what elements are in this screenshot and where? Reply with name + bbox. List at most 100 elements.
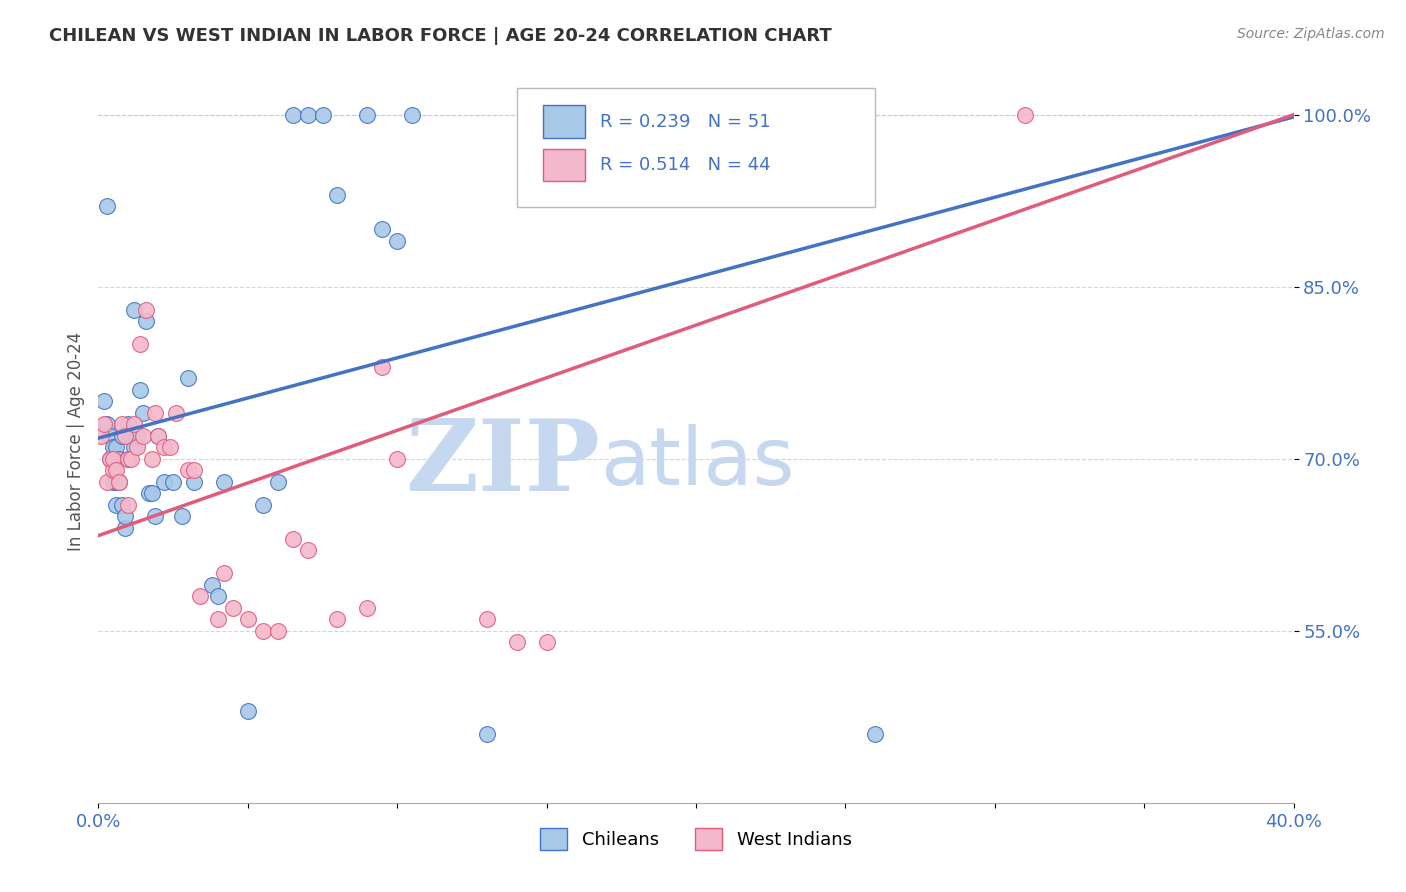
Point (183, 475, 205, 489)
Point (108, 475, 131, 489)
Point (141, 486, 163, 500)
Point (252, 624, 274, 638)
Point (165, 406, 187, 420)
Point (177, 463, 200, 477)
Point (267, 624, 290, 638)
Point (98, 451, 122, 466)
Text: Source: ZipAtlas.com: Source: ZipAtlas.com (1237, 27, 1385, 41)
Point (188, 590, 211, 604)
Point (138, 486, 160, 500)
Point (222, 600, 245, 615)
Point (297, 543, 319, 558)
Text: ZIP: ZIP (405, 415, 600, 512)
Point (93, 417, 115, 432)
Text: atlas: atlas (600, 425, 794, 502)
Point (103, 451, 125, 466)
Point (153, 475, 176, 489)
Point (177, 371, 200, 385)
Point (207, 590, 229, 604)
Point (297, 108, 319, 122)
Point (127, 440, 149, 454)
Point (385, 234, 409, 248)
Point (111, 429, 134, 443)
Point (120, 451, 142, 466)
Point (103, 475, 125, 489)
Point (93, 394, 115, 409)
Point (98, 429, 122, 443)
Point (371, 359, 394, 374)
Point (105, 475, 128, 489)
Point (143, 406, 166, 420)
Point (132, 429, 155, 443)
Point (236, 612, 259, 626)
Point (103, 440, 125, 454)
Point (103, 463, 125, 477)
Point (108, 451, 131, 466)
Point (111, 417, 134, 432)
Point (117, 451, 139, 466)
Point (114, 509, 136, 524)
Point (98, 451, 122, 466)
Point (536, 635, 558, 649)
Point (105, 498, 128, 512)
Point (120, 429, 142, 443)
Point (311, 108, 333, 122)
Point (236, 704, 259, 718)
Point (108, 475, 131, 489)
Text: R = 0.239   N = 51: R = 0.239 N = 51 (600, 112, 770, 131)
Point (267, 475, 290, 489)
Point (356, 600, 378, 615)
Point (141, 451, 163, 466)
Point (96, 417, 118, 432)
Point (103, 451, 125, 466)
Point (356, 108, 378, 122)
Point (105, 440, 128, 454)
Point (143, 509, 166, 524)
Point (148, 429, 170, 443)
Point (506, 635, 529, 649)
Point (153, 440, 176, 454)
Point (401, 108, 423, 122)
Y-axis label: In Labor Force | Age 20-24: In Labor Force | Age 20-24 (66, 332, 84, 551)
Legend: Chileans, West Indians: Chileans, West Indians (531, 819, 860, 859)
Point (326, 188, 349, 202)
Point (183, 463, 205, 477)
Point (148, 429, 170, 443)
Point (127, 429, 149, 443)
FancyBboxPatch shape (543, 105, 585, 138)
Point (124, 417, 146, 432)
Point (212, 566, 235, 581)
Text: CHILEAN VS WEST INDIAN IN LABOR FORCE | AGE 20-24 CORRELATION CHART: CHILEAN VS WEST INDIAN IN LABOR FORCE | … (49, 27, 832, 45)
Point (129, 337, 152, 351)
Point (252, 498, 274, 512)
Point (1014, 108, 1036, 122)
Point (96, 199, 118, 213)
Point (135, 302, 157, 317)
Point (124, 302, 146, 317)
Point (105, 463, 128, 477)
Point (114, 520, 136, 534)
FancyBboxPatch shape (543, 149, 585, 181)
Point (96, 475, 118, 489)
Point (117, 417, 139, 432)
Point (117, 451, 139, 466)
Text: R = 0.514   N = 44: R = 0.514 N = 44 (600, 156, 770, 174)
Point (281, 108, 304, 122)
Point (90, 429, 112, 443)
Point (117, 498, 139, 512)
Point (114, 429, 136, 443)
Point (326, 612, 349, 626)
Point (207, 612, 229, 626)
Point (172, 509, 194, 524)
Point (565, 108, 588, 122)
Point (212, 475, 235, 489)
Point (129, 383, 152, 397)
Point (132, 406, 155, 420)
Point (475, 727, 498, 741)
Point (124, 440, 146, 454)
Point (371, 222, 394, 236)
FancyBboxPatch shape (517, 87, 876, 207)
Point (111, 498, 134, 512)
Point (162, 475, 184, 489)
Point (385, 451, 409, 466)
